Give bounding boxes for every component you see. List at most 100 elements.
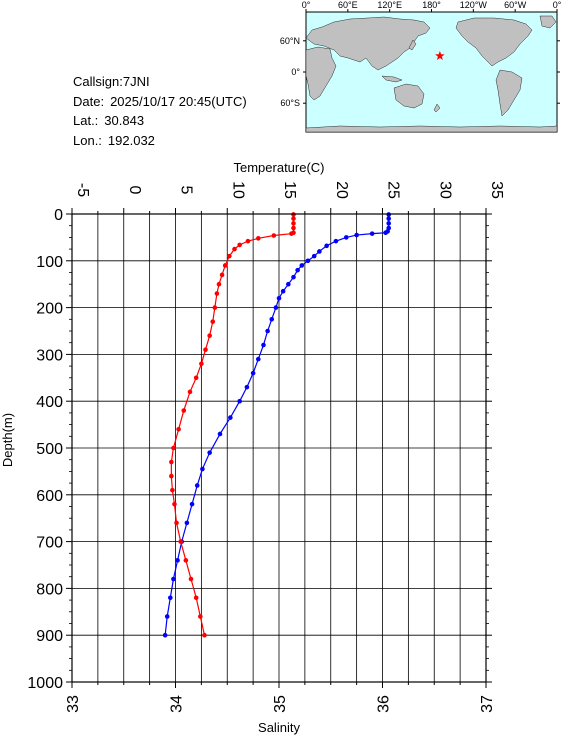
land-antarctica [305, 125, 558, 133]
depth-tick-label: 400 [36, 394, 63, 411]
temperature-point [189, 501, 195, 507]
salinity-point [172, 501, 177, 507]
salinity-point [232, 246, 237, 252]
salinity-point [227, 253, 232, 259]
salinity-series [169, 212, 296, 638]
salinity-tick-label: 37 [479, 695, 496, 713]
temperature-point [369, 231, 375, 236]
series-layer [162, 212, 392, 638]
salinity-point [169, 459, 174, 465]
temperature-point [273, 305, 279, 310]
temperature-point [237, 398, 242, 404]
depth-axis-label: Depth(m) [0, 413, 15, 467]
salinity-point [291, 221, 296, 226]
salinity-tick-label: 34 [169, 695, 186, 713]
depth-tick-label: 1000 [27, 675, 63, 692]
salinity-point [193, 595, 199, 601]
lat-line: Lat.: 30.843 [73, 111, 247, 131]
land-africa [305, 46, 337, 101]
depth-tick-label: 900 [36, 628, 63, 645]
land-north-america [455, 17, 533, 67]
salinity-tick-label: 35 [272, 695, 289, 713]
map-land [305, 15, 558, 133]
depth-tick-label: 700 [36, 535, 63, 552]
land-indonesia [381, 75, 403, 83]
salinity-point [199, 361, 204, 367]
map-lon-tick-label: 120°E [377, 0, 402, 10]
date-line: Date: 2025/10/17 20:45(UTC) [73, 92, 247, 112]
temperature-point [255, 356, 261, 362]
salinity-point [169, 473, 174, 479]
map-lon-tick-label: 60°E [338, 0, 358, 10]
temperature-tick-label: 35 [488, 181, 505, 199]
callsign-value: 7JNI [122, 74, 150, 89]
temperature-point [261, 342, 266, 348]
temperature-tick-label: 20 [333, 181, 350, 199]
salinity-tick-label: 36 [376, 695, 393, 713]
callsign-line: Callsign:7JNI [73, 72, 247, 92]
temperature-tick-label: 15 [281, 181, 298, 199]
temperature-point [168, 595, 173, 601]
temperature-point [164, 614, 170, 619]
lon-line: Lon.: 192.032 [73, 131, 247, 151]
land-nz [433, 103, 441, 113]
map-lat-ticks: 60°N 0° 60°S [280, 36, 560, 108]
land-japan [408, 39, 417, 51]
temperature-point [299, 263, 305, 268]
temperature-tick-label: 10 [229, 181, 246, 199]
land-south-america [495, 69, 523, 117]
map-lon-tick-label: 0° [553, 0, 562, 10]
temperature-point [343, 235, 349, 240]
temperature-point [324, 243, 329, 249]
salinity-axis-label: Salinity [258, 720, 300, 735]
salinity-point [202, 632, 207, 638]
lon-value: 192.032 [107, 132, 155, 148]
callsign-label: Callsign: [73, 74, 123, 89]
salinity-point [207, 333, 212, 338]
salinity-point [245, 238, 251, 244]
temperature-tick-label: -5 [74, 183, 91, 197]
temperature-point [244, 384, 250, 390]
date-value: 2025/10/17 20:45(UTC) [110, 93, 247, 109]
salinity-point [174, 520, 179, 526]
salinity-point [181, 408, 187, 413]
salinity-point [255, 236, 261, 241]
map-lat-tick-label: 60°S [280, 98, 300, 108]
map-lon-tick-label: 60°W [504, 0, 527, 10]
map-lon-tick-label: 120°W [460, 0, 488, 10]
salinity-point [170, 487, 175, 493]
temperature-point [171, 576, 176, 582]
lat-label: Lat.: [73, 113, 99, 128]
salinity-point [271, 233, 277, 238]
date-label: Date: [73, 93, 105, 109]
depth-tick-label: 300 [36, 347, 63, 364]
plot-axes: 0 100 200 300 400 500 600 700 800 900 1000 -5 0 5 10 15… [27, 181, 505, 713]
salinity-point [291, 216, 296, 221]
temperature-point [291, 274, 296, 280]
temperature-point [333, 238, 339, 244]
temperature-point [354, 232, 359, 238]
temperature-point [265, 328, 270, 334]
temperature-point [200, 466, 205, 472]
profile-plot: 0 100 200 300 400 500 600 700 800 900 1000 -5 0 5 10 15… [0, 160, 505, 735]
depth-tick-label: 600 [36, 488, 63, 505]
temperature-point [175, 558, 180, 563]
salinity-point [176, 426, 181, 432]
temperature-point [386, 216, 392, 221]
temperature-point [162, 632, 168, 638]
salinity-point [216, 281, 222, 287]
salinity-point [214, 291, 220, 296]
temperature-point [305, 258, 311, 264]
land-australia [393, 83, 425, 109]
depth-tick-label: 100 [36, 254, 63, 271]
temperature-tick-label: 30 [436, 181, 453, 199]
salinity-point [212, 305, 218, 310]
salinity-point [193, 375, 199, 381]
temperature-point [386, 221, 392, 226]
salinity-point [219, 272, 225, 278]
world-map: 0° 60°E 120°E 180° 120°W 60°W 0° 60°N 0° 60°S [280, 0, 562, 133]
map-lon-ticks: 0° 60°E 120°E 180° 120°W 60°W 0° [302, 0, 562, 12]
temperature-tick-label: 5 [178, 186, 195, 195]
temperature-point [228, 415, 233, 420]
